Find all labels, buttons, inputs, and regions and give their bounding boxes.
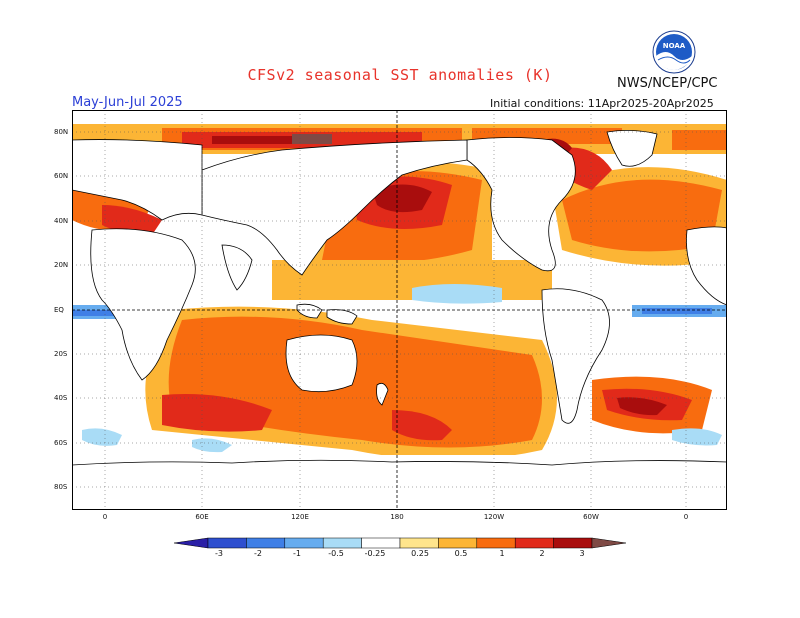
lat-label-40s: 40S bbox=[54, 394, 68, 402]
colorbar-swatch-2 bbox=[284, 537, 324, 549]
colorbar-label-neg0-5: -0.5 bbox=[328, 549, 344, 558]
sst-anomaly-map bbox=[72, 110, 727, 510]
colorbar-label-neg1: -1 bbox=[293, 549, 301, 558]
lon-label-0-east: 0 bbox=[683, 513, 689, 521]
lat-label-40n: 40N bbox=[54, 217, 69, 225]
lon-label-120e: 120E bbox=[291, 513, 309, 521]
lon-label-60e: 60E bbox=[195, 513, 209, 521]
colorbar-swatch-6 bbox=[438, 537, 478, 549]
lon-label-180: 180 bbox=[390, 513, 404, 521]
colorbar-label-1: 1 bbox=[499, 549, 505, 558]
initial-conditions-label: Initial conditions: 11Apr2025-20Apr2025 bbox=[490, 97, 714, 110]
lat-label-60n: 60N bbox=[54, 172, 69, 180]
lat-label-eq: EQ bbox=[54, 306, 64, 314]
lat-label-80n: 80N bbox=[54, 128, 69, 136]
season-label: May-Jun-Jul 2025 bbox=[72, 95, 183, 110]
map-frame bbox=[72, 110, 727, 510]
lat-label-80s: 80S bbox=[54, 483, 68, 491]
land-masses bbox=[72, 130, 727, 510]
noaa-logo: NOAA bbox=[652, 30, 696, 74]
colorbar-swatch-3 bbox=[322, 537, 362, 549]
colorbar-label-0-5: 0.5 bbox=[454, 549, 468, 558]
colorbar-label-3: 3 bbox=[579, 549, 585, 558]
organization-label: NWS/NCEP/CPC bbox=[617, 76, 718, 91]
lon-label-60w: 60W bbox=[583, 513, 599, 521]
colorbar-label-neg2: -2 bbox=[254, 549, 262, 558]
logo-text: NOAA bbox=[663, 42, 686, 50]
lon-label-120w: 120W bbox=[483, 513, 505, 521]
colorbar bbox=[174, 537, 626, 549]
lat-label-20n: 20N bbox=[54, 261, 69, 269]
chart-title: CFSv2 seasonal SST anomalies (K) bbox=[247, 66, 553, 84]
lat-label-60s: 60S bbox=[54, 439, 68, 447]
colorbar-swatch-4 bbox=[361, 537, 401, 549]
lat-label-20s: 20S bbox=[54, 350, 68, 358]
colorbar-label-2: 2 bbox=[539, 549, 545, 558]
colorbar-swatch-1 bbox=[246, 537, 286, 549]
colorbar-label-neg3: -3 bbox=[215, 549, 223, 558]
colorbar-label-0-25: 0.25 bbox=[411, 549, 429, 558]
colorbar-swatch-5 bbox=[399, 537, 439, 549]
colorbar-arrow-low bbox=[174, 537, 209, 549]
colorbar-label-neg0-25: -0.25 bbox=[364, 549, 386, 558]
colorbar-swatch-0 bbox=[207, 537, 247, 549]
colorbar-swatch-9 bbox=[553, 537, 593, 549]
colorbar-swatch-8 bbox=[514, 537, 554, 549]
lon-label-0: 0 bbox=[102, 513, 108, 521]
colorbar-arrow-high bbox=[591, 537, 626, 549]
colorbar-swatch-7 bbox=[476, 537, 516, 549]
